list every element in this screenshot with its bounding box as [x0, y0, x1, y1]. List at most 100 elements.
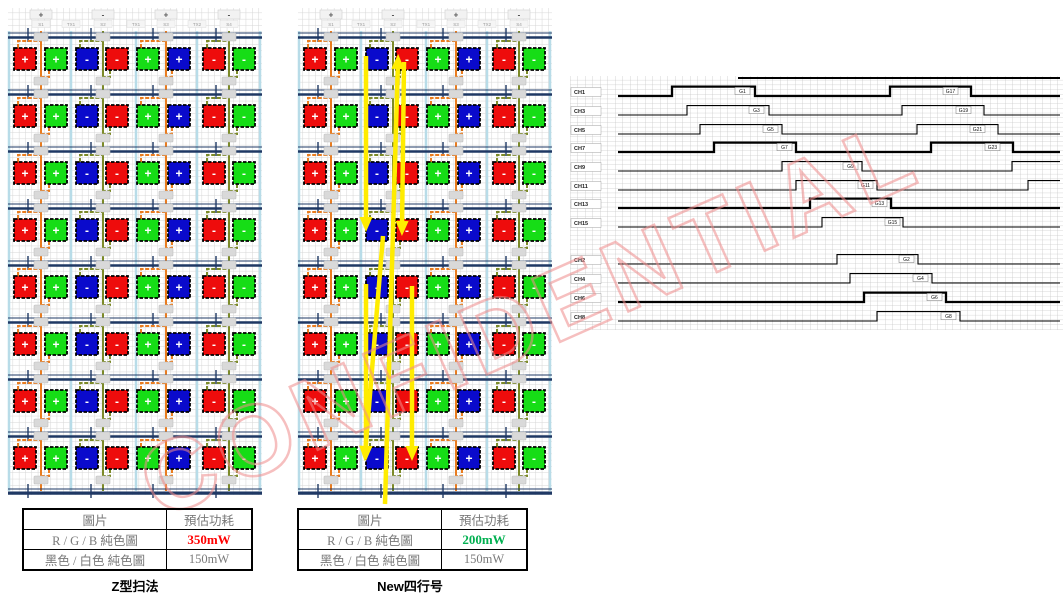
wire-elbow	[140, 40, 166, 48]
led-sign: +	[52, 224, 59, 238]
wire-elbow	[430, 211, 456, 219]
led-sign: +	[311, 224, 318, 238]
connector-block	[323, 431, 339, 441]
led-square-blue	[167, 218, 191, 242]
led-square-blue	[75, 104, 99, 128]
header-polarity-box	[381, 9, 405, 20]
led-square-red	[13, 275, 37, 299]
led-sign: +	[342, 224, 349, 238]
led-square-green	[232, 275, 256, 299]
wire-elbow	[430, 325, 456, 333]
connector-block	[448, 475, 464, 485]
pulse-label: G1	[739, 89, 746, 95]
signal-name: CH1	[574, 90, 585, 96]
connector-block	[158, 418, 174, 428]
table-header-image: 圖片	[22, 508, 167, 530]
led-sign: -	[242, 53, 246, 67]
connector-block	[33, 133, 49, 143]
connector-block	[95, 190, 111, 200]
led-sign: -	[405, 395, 409, 409]
led-sign: +	[175, 281, 182, 295]
led-square-green	[426, 275, 450, 299]
led-sign: -	[375, 53, 379, 67]
wire-elbow	[369, 325, 393, 333]
led-sign: +	[144, 395, 151, 409]
led-square-red	[492, 218, 516, 242]
led-sign: -	[532, 110, 536, 124]
connector-block	[511, 247, 527, 257]
led-square-blue	[75, 47, 99, 71]
connector-block	[511, 475, 527, 485]
header-line-box	[219, 20, 239, 28]
wire-elbow	[206, 268, 229, 276]
led-sign: -	[502, 281, 506, 295]
led-panel-new-four-row: + - + - S1 TX1 S2 TX1 S3 TX2 S4 + + - - + + - - + + - - + + - - + + -…	[297, 8, 552, 505]
connector-block	[511, 317, 527, 327]
connector-block	[221, 190, 237, 200]
connector-block	[323, 190, 339, 200]
led-sign: -	[405, 53, 409, 67]
header-line-label: S1	[38, 22, 44, 27]
led-sign: +	[144, 224, 151, 238]
led-sign: -	[375, 338, 379, 352]
wire-elbow	[496, 211, 519, 219]
wire-elbow	[206, 40, 229, 48]
wire-elbow	[369, 211, 393, 219]
led-sign: +	[21, 53, 28, 67]
wire-elbow	[430, 97, 456, 105]
wire-elbow	[369, 268, 393, 276]
connector-block	[221, 431, 237, 441]
led-sign: +	[52, 110, 59, 124]
led-square-green	[426, 218, 450, 242]
connector-block	[448, 418, 464, 428]
led-sign: +	[52, 452, 59, 466]
pulse-label: G21	[973, 127, 983, 133]
led-square-green	[136, 218, 160, 242]
led-sign: -	[532, 452, 536, 466]
scan-arrowhead	[405, 446, 419, 461]
wire-elbow	[79, 439, 103, 447]
header-line-box	[351, 20, 371, 28]
scan-arrow	[382, 59, 401, 505]
pulse-label-box	[884, 218, 901, 226]
led-sign: +	[342, 110, 349, 124]
led-square-red	[202, 389, 226, 413]
pulse-label-box	[926, 293, 943, 301]
led-square-blue	[75, 161, 99, 185]
led-sign: -	[115, 167, 119, 181]
connector-block	[448, 76, 464, 86]
led-square-red	[202, 218, 226, 242]
connector-block	[33, 146, 49, 156]
led-sign: +	[144, 338, 151, 352]
led-square-blue	[75, 275, 99, 299]
connector-block	[448, 247, 464, 257]
led-sign: -	[115, 452, 119, 466]
led-square-red	[303, 389, 327, 413]
wire-elbow	[307, 211, 331, 219]
led-sign: +	[311, 452, 318, 466]
led-square-blue	[457, 218, 481, 242]
header-polarity-box	[444, 9, 468, 20]
led-panel-z-scan: + - + - S1 TX1 S2 TX1 S3 TX2 S4 + + - - + + - - + + - - + + - - + + -…	[7, 8, 262, 498]
header-line-label: TX1	[357, 22, 366, 27]
led-sign: -	[405, 338, 409, 352]
connector-block	[158, 203, 174, 213]
led-sign: +	[21, 338, 28, 352]
led-sign: -	[212, 110, 216, 124]
led-sign: -	[502, 395, 506, 409]
led-sign: +	[144, 167, 151, 181]
power-value-bw: 150mW	[441, 549, 528, 571]
connector-block	[511, 146, 527, 156]
led-sign: +	[342, 338, 349, 352]
header-line-box	[416, 20, 436, 28]
led-square-red	[303, 332, 327, 356]
led-sign: -	[502, 452, 506, 466]
power-table-z: 圖片 預估功耗 R / G / B 純色圖 350mW 黑色 / 白色 純色圖 …	[22, 508, 253, 571]
header-polarity-label: -	[518, 10, 521, 19]
connector-block	[221, 89, 237, 99]
timing-diagram: CH1 G1 G17 CH3 G3 G19 CH5 G5 G21 CH7 G7 G23 CH9 G9 CH1…	[570, 76, 1063, 330]
led-sign: +	[311, 53, 318, 67]
wire-elbow	[17, 268, 41, 276]
header-polarity-box	[154, 9, 178, 20]
connector-block	[323, 146, 339, 156]
